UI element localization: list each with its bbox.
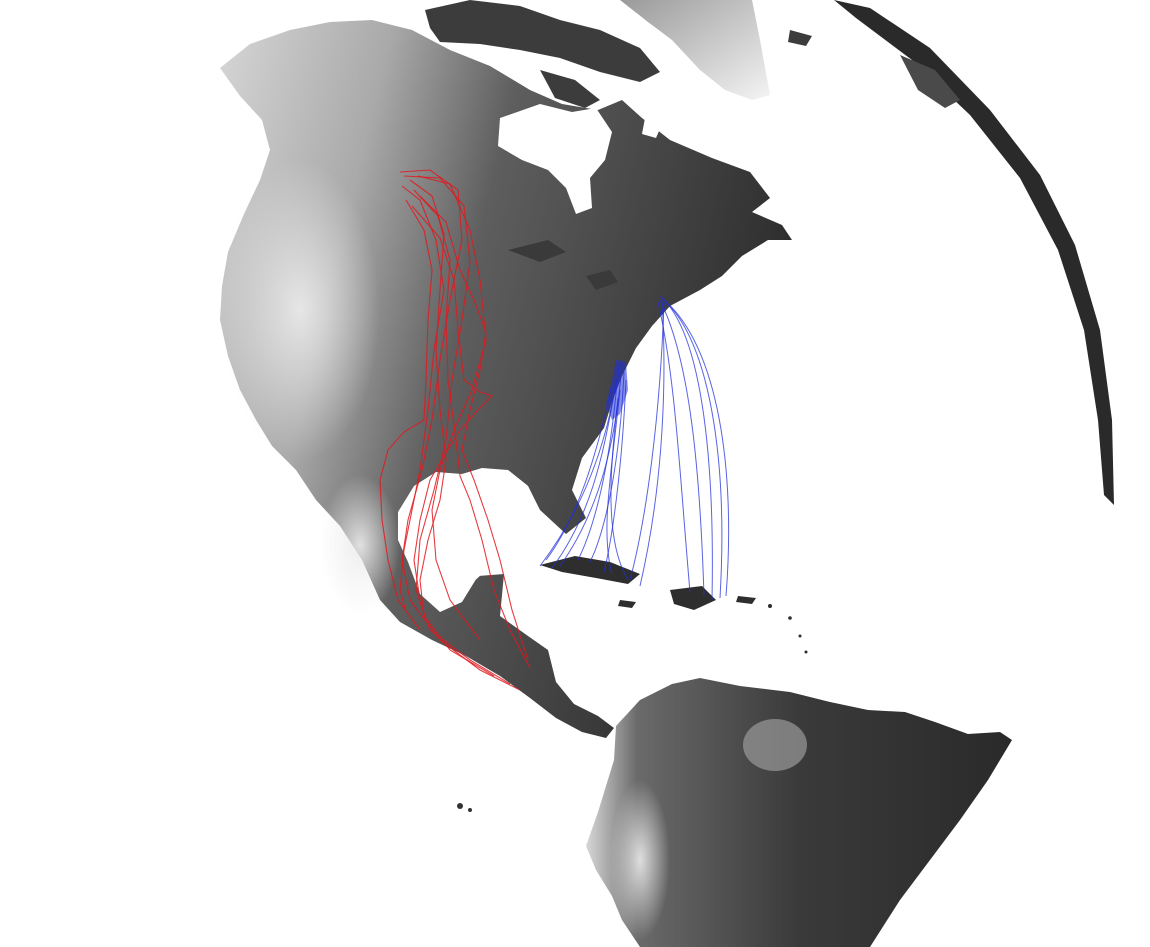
arctic-limb-islands	[900, 55, 960, 108]
caribbean-islands	[540, 556, 808, 654]
chesapeake-track-cluster	[606, 360, 628, 420]
blue-migration-tracks	[539, 295, 730, 601]
baja-gulf-water	[254, 430, 286, 500]
arctic-islands	[425, 0, 812, 108]
rocky-mountains-highlight	[220, 160, 380, 460]
andes-highlight	[610, 780, 670, 940]
globe-limb	[834, 0, 1114, 505]
south-america-landmass	[586, 678, 1012, 947]
hudson-bay	[498, 104, 662, 214]
great-lakes	[508, 240, 618, 290]
galapagos-islands	[457, 803, 472, 812]
greenland-landmass	[620, 0, 770, 100]
red-migration-tracks	[379, 169, 531, 691]
mexico-plateau-highlight	[320, 475, 400, 615]
guiana-highlands-highlight	[743, 719, 807, 771]
